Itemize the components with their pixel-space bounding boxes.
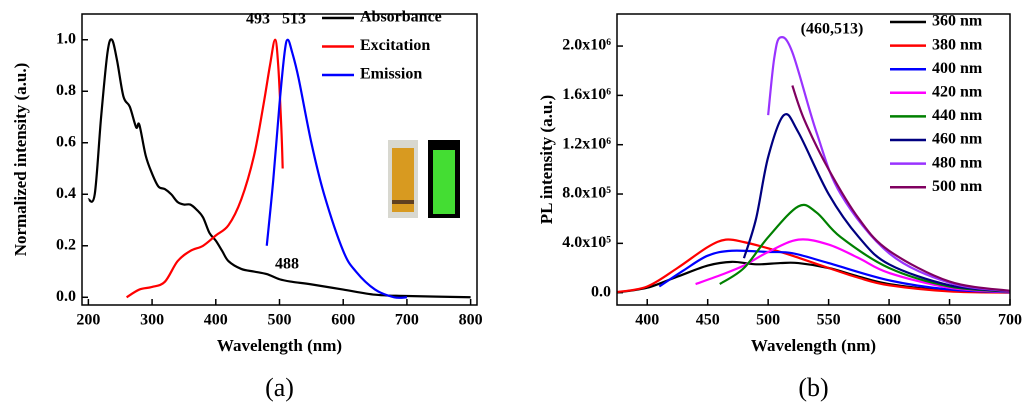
y-tick-label: 0.0 <box>591 283 611 300</box>
x-tick-label: 700 <box>395 312 419 329</box>
legend-label: 400 nm <box>932 60 983 77</box>
legend-label: Absorbance <box>360 9 442 26</box>
x-tick-label: 700 <box>998 312 1022 329</box>
y-tick-label: 0.4 <box>56 185 76 202</box>
annotation: 488 <box>275 256 299 273</box>
x-tick-label: 300 <box>140 312 164 329</box>
x-tick-label: 600 <box>877 312 901 329</box>
legend-label: 440 nm <box>932 107 983 124</box>
x-axis-title: Wavelength (nm) <box>751 336 876 355</box>
x-tick-label: 400 <box>635 312 659 329</box>
x-tick-label: 550 <box>817 312 841 329</box>
legend-label: 500 nm <box>932 178 983 195</box>
cuvette-glow <box>433 150 455 214</box>
y-tick-label: 1.6x10⁶ <box>562 86 611 103</box>
legend-label: 460 nm <box>932 131 983 148</box>
legend-label: 380 nm <box>932 36 983 53</box>
annotation: (460,513) <box>801 21 864 38</box>
y-tick-label: 1.2x10⁶ <box>562 135 611 152</box>
x-tick-label: 500 <box>268 312 292 329</box>
x-tick-label: 800 <box>459 312 483 329</box>
y-tick-label: 8.0x10⁵ <box>562 185 611 202</box>
cuvette-band <box>392 200 414 204</box>
x-tick-label: 200 <box>76 312 100 329</box>
legend-label: 420 nm <box>932 83 983 100</box>
x-tick-label: 400 <box>204 312 228 329</box>
y-tick-label: 0.0 <box>56 288 76 305</box>
y-axis-title: PL intensity (a.u.) <box>537 95 556 224</box>
panel-label: (a) <box>265 373 294 402</box>
y-axis-title: Normalized intensity (a.u.) <box>11 63 30 257</box>
panel-label: (b) <box>798 373 828 402</box>
legend-label: 480 nm <box>932 154 983 171</box>
y-tick-label: 2.0x10⁶ <box>562 37 611 54</box>
y-tick-label: 0.6 <box>56 133 76 150</box>
legend-label: Emission <box>360 66 422 83</box>
x-tick-label: 650 <box>938 312 962 329</box>
y-tick-label: 0.2 <box>56 236 76 253</box>
x-tick-label: 600 <box>331 312 355 329</box>
x-axis-title: Wavelength (nm) <box>217 336 342 355</box>
legend-label: Excitation <box>360 37 430 54</box>
legend-label: 360 nm <box>932 13 983 30</box>
annotation: 493 <box>246 11 270 28</box>
y-tick-label: 1.0 <box>56 30 76 47</box>
x-tick-label: 500 <box>756 312 780 329</box>
cuvette-insets <box>388 140 460 218</box>
figure: 200 300 400 500 600 700 800 0.0 0.2 0.4 0.6 0.8 1.0 W… <box>0 0 1030 410</box>
annotation: 513 <box>282 11 306 28</box>
y-tick-label: 0.8 <box>56 82 76 99</box>
y-tick-label: 4.0x10⁵ <box>562 234 611 251</box>
x-tick-label: 450 <box>696 312 720 329</box>
